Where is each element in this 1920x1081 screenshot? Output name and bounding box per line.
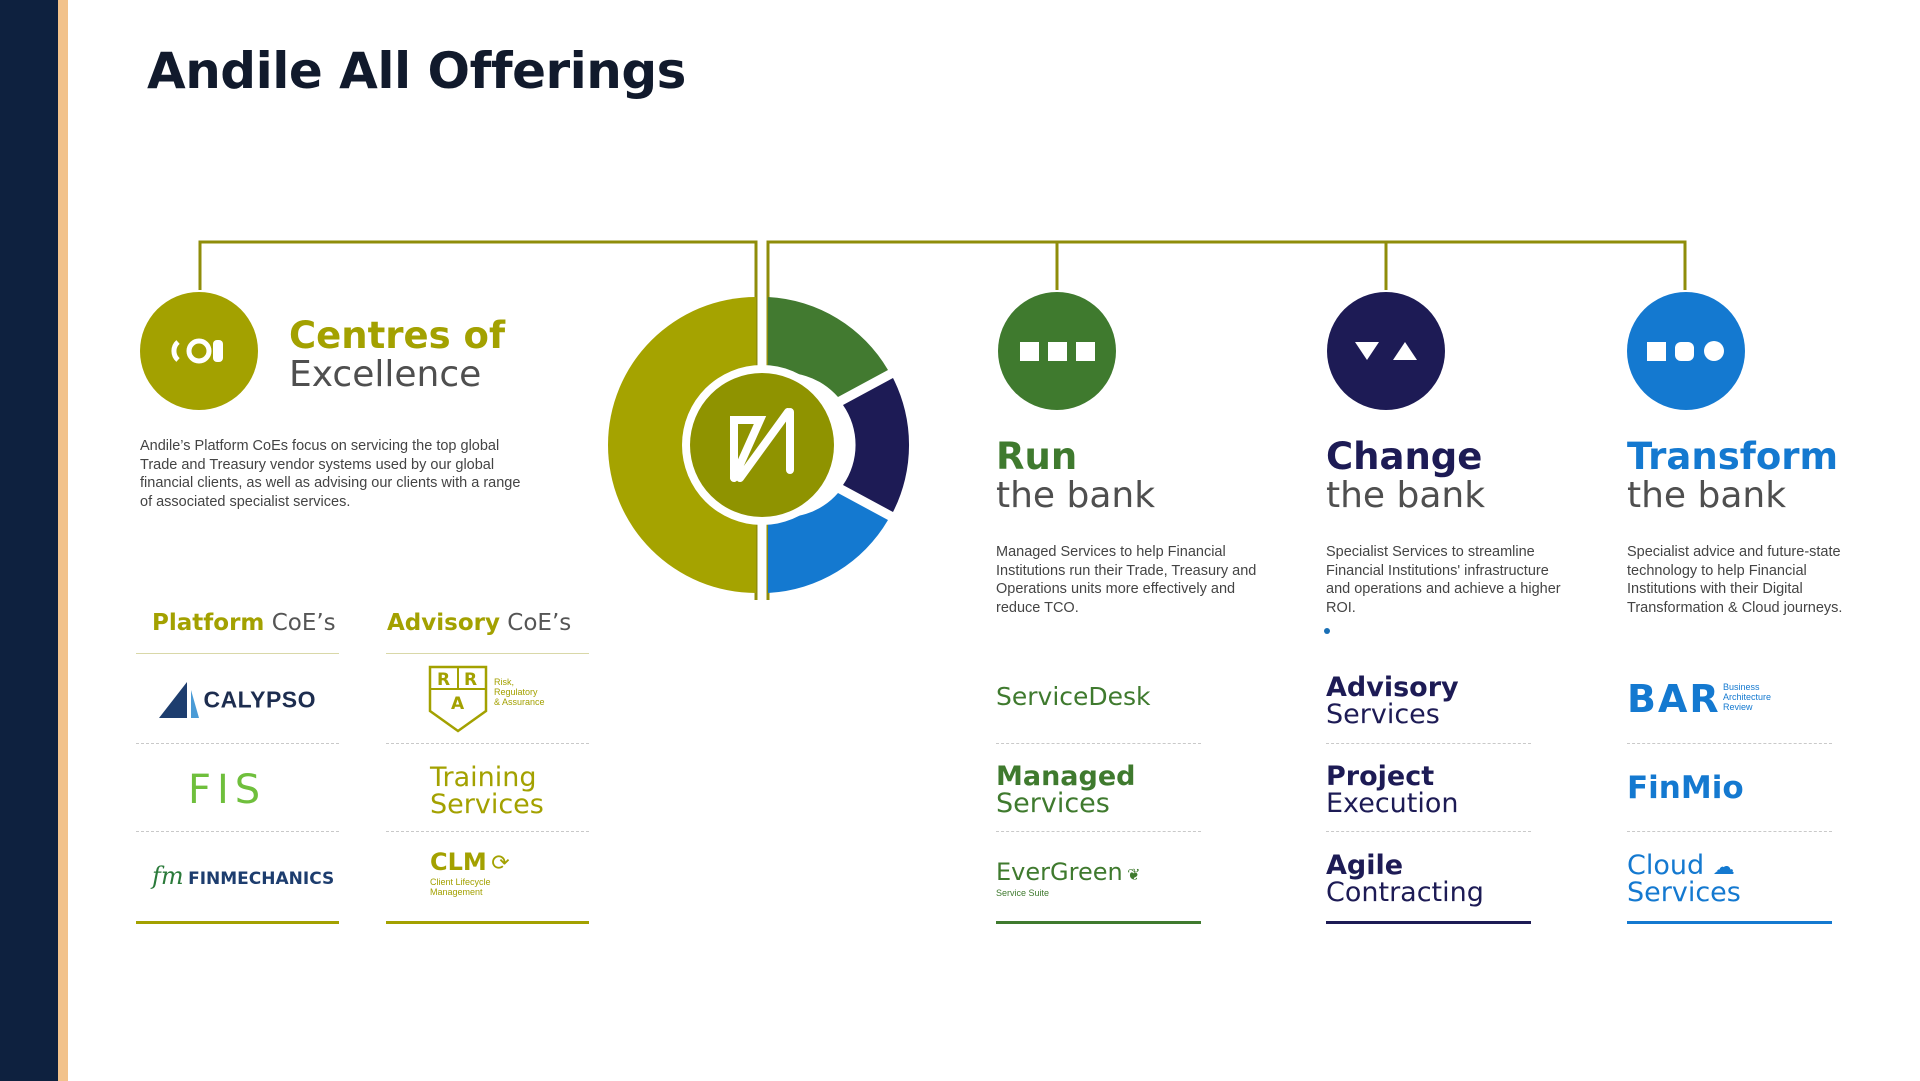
training-line2: Services: [430, 789, 544, 820]
agile-line1: Agile: [1326, 850, 1404, 881]
coe-wheel-half: [608, 297, 756, 593]
transform-description: Specialist advice and future-state techn…: [1627, 544, 1843, 616]
evergreen-caption: Service Suite: [996, 888, 1050, 898]
fis-logo: FIS: [188, 770, 266, 810]
rra-caption: Risk, Regulatory & Assurance: [494, 677, 545, 707]
platform-bottom-line: [136, 921, 339, 924]
evergreen-label: EverGreen: [996, 858, 1123, 886]
divider: [996, 831, 1201, 832]
managed-line2: Services: [996, 788, 1110, 819]
cloud-line2: Services: [1627, 877, 1741, 908]
coe-description: Andile’s Platform CoEs focus on servicin…: [140, 438, 521, 510]
advisory-bottom-line: [386, 921, 589, 924]
page-title: Andile All Offerings: [147, 42, 686, 100]
divider: [1326, 743, 1531, 744]
bar-logo: BAR Business Architecture Review: [1627, 677, 1771, 721]
clm-logo: CLM ⟳ Client Lifecycle Management: [430, 850, 510, 897]
cycle-arrows-icon: ⟳: [491, 850, 510, 875]
run-description: Managed Services to help Financial Insti…: [996, 544, 1257, 616]
divider: [136, 831, 339, 832]
platform-top-line: [136, 653, 339, 654]
sidebar-accent-stripe: [58, 0, 68, 1081]
fm-monogram-icon: fm: [152, 862, 184, 890]
advisory-coe-header: Advisory CoE’s: [387, 610, 572, 636]
agile-contracting-logo: Agile Contracting: [1326, 852, 1484, 906]
andile-center-logo: [690, 373, 834, 517]
coe-icon: [140, 292, 258, 410]
change-wheel-segment: [843, 378, 910, 512]
divider: [386, 831, 589, 832]
calypso-sail-icon: [159, 682, 199, 718]
cloud-services-logo: Cloud ☁ Services: [1627, 852, 1741, 906]
training-line1: Training: [430, 762, 537, 793]
bullet-dot: [1324, 628, 1330, 634]
transform-title: Transform: [1627, 435, 1839, 478]
divider: [1326, 831, 1531, 832]
project-line1: Project: [1326, 761, 1435, 792]
calypso-label: CALYPSO: [203, 686, 317, 713]
advisory-top-line: [386, 653, 589, 654]
calypso-logo: CALYPSO: [157, 680, 316, 720]
transform-wheel-segment: [768, 493, 888, 593]
run-bottom-line: [996, 921, 1201, 924]
finmio-label: FinMio: [1627, 770, 1744, 806]
clm-label: CLM: [430, 848, 487, 876]
servicedesk-logo: ServiceDesk: [996, 684, 1151, 709]
run-wheel-segment: [768, 297, 888, 397]
fis-label: FIS: [188, 767, 267, 813]
advisory-services-logo: Advisory Services: [1326, 674, 1459, 728]
run-title: Run: [996, 435, 1078, 478]
coe-title: Centres of: [289, 314, 506, 357]
svg-text:R: R: [464, 670, 477, 690]
coe-subtitle: Excellence: [289, 354, 482, 395]
svg-text:R: R: [437, 670, 450, 690]
change-bottom-line: [1326, 921, 1531, 924]
advisory-line1: Advisory: [1326, 672, 1459, 703]
platform-coe-header: Platform CoE’s: [152, 610, 336, 636]
bar-caption: Business Architecture Review: [1723, 682, 1772, 712]
leaf-icon: ❦: [1127, 867, 1141, 884]
agile-line2: Contracting: [1326, 877, 1484, 908]
divider: [136, 743, 339, 744]
transform-subtitle: the bank: [1627, 475, 1787, 516]
servicedesk-label: ServiceDesk: [996, 682, 1151, 711]
managed-services-logo: Managed Services: [996, 763, 1136, 817]
finmio-logo: FinMio: [1627, 773, 1744, 804]
divider: [1627, 831, 1832, 832]
managed-line1: Managed: [996, 761, 1136, 792]
rra-logo: R R A Risk, Regulatory & Assurance: [428, 665, 545, 733]
svg-text:A: A: [451, 694, 465, 714]
training-services-logo: Training Services: [430, 764, 544, 818]
square-circle-icon: [1627, 292, 1745, 410]
change-description: Specialist Services to streamline Financ…: [1326, 544, 1561, 616]
andile-N-icon: [730, 408, 794, 482]
clm-caption: Client Lifecycle Management: [430, 877, 491, 897]
bar-label: BAR: [1627, 677, 1721, 721]
triangles-icon: [1327, 292, 1445, 410]
transform-bottom-line: [1627, 921, 1832, 924]
cloud-icon: ☁: [1712, 855, 1735, 880]
three-squares-icon: [998, 292, 1116, 410]
rra-shield-icon: R R A: [428, 665, 488, 733]
sidebar-bar: [0, 0, 58, 1081]
run-subtitle: the bank: [996, 475, 1156, 516]
divider: [1627, 743, 1832, 744]
change-subtitle: the bank: [1326, 475, 1486, 516]
cloud-line1: Cloud ☁: [1627, 850, 1735, 881]
evergreen-logo: EverGreen ❦ Service Suite: [996, 860, 1141, 898]
divider: [386, 743, 589, 744]
finmechanics-logo: fm FINMECHANICS: [152, 864, 334, 888]
change-title: Change: [1326, 435, 1483, 478]
project-execution-logo: Project Execution: [1326, 763, 1459, 817]
advisory-line2: Services: [1326, 699, 1440, 730]
project-line2: Execution: [1326, 788, 1459, 819]
divider: [996, 743, 1201, 744]
coe-connector-line: [198, 240, 758, 600]
finmechanics-label: FINMECHANICS: [188, 869, 335, 889]
